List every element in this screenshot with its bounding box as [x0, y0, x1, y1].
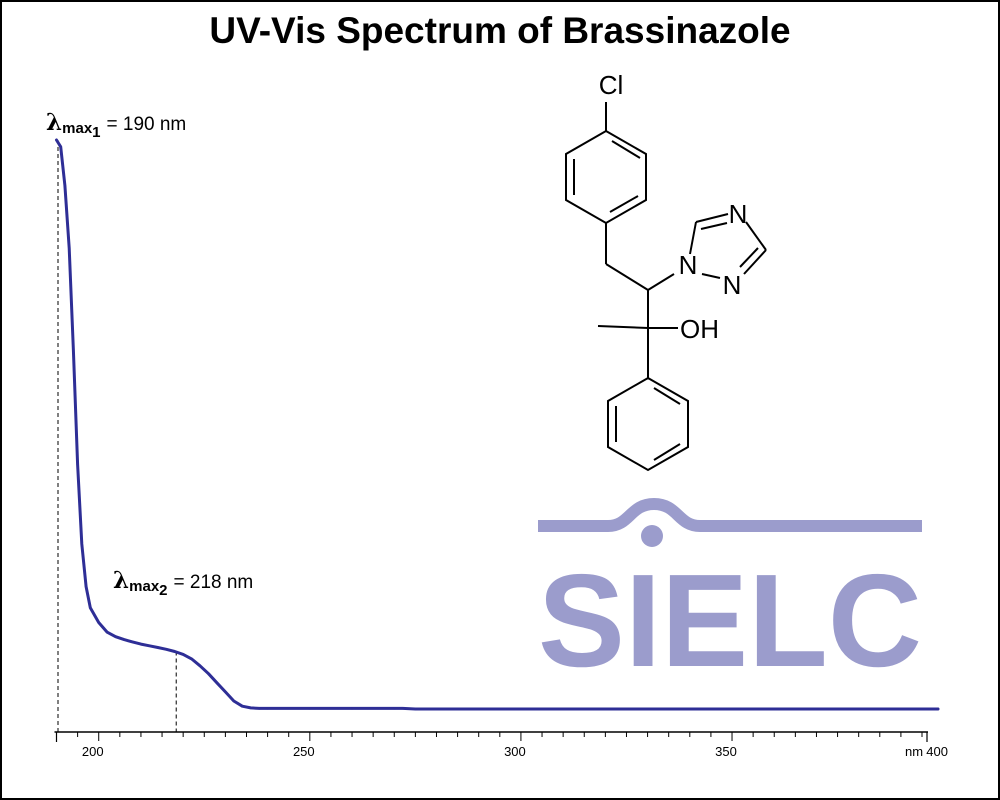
logo-dot: [641, 525, 663, 547]
nitrogen-atom: N: [679, 250, 698, 280]
peak-index: 2: [159, 582, 167, 599]
chart-title: UV-Vis Spectrum of Brassinazole: [209, 10, 791, 51]
triazole-bond: [695, 213, 729, 223]
data-point: [182, 653, 185, 656]
data-point: [122, 638, 126, 641]
data-point: [165, 648, 168, 651]
ring-double-bond: [609, 195, 639, 213]
data-point: [308, 707, 311, 710]
logo-swoosh: [538, 497, 922, 532]
data-point: [131, 640, 134, 644]
data-point: [224, 690, 227, 694]
data-point: [80, 542, 84, 546]
data-point: [258, 707, 261, 710]
triazole-bond: [745, 221, 767, 251]
data-point: [232, 699, 235, 703]
nitrogen-atom: N: [723, 270, 742, 300]
chlorophenyl-ring: [565, 129, 647, 225]
series-layer: [55, 138, 940, 711]
data-point: [68, 246, 71, 250]
data-point: [156, 646, 159, 649]
triazole-double-bond: [700, 222, 728, 230]
triazole-bond: [701, 273, 721, 279]
spectrum-line: [55, 138, 940, 711]
peak-subscript-label: max: [62, 120, 93, 137]
data-point: [249, 706, 252, 710]
data-point: [139, 642, 143, 646]
data-point: [190, 657, 193, 661]
bond: [647, 273, 675, 291]
data-point: [414, 707, 417, 711]
ring-double-bond: [611, 140, 641, 159]
data-point: [72, 349, 75, 352]
lambda-symbol: λ: [113, 567, 129, 594]
x-tick-label: 350: [715, 744, 737, 759]
x-tick-label: 300: [504, 744, 526, 759]
triazole-bond: [743, 249, 767, 275]
x-tick-label: 250: [293, 744, 315, 759]
peak-index: 1: [92, 124, 100, 141]
data-point: [84, 585, 88, 588]
data-point: [519, 707, 523, 711]
x-unit-label: nm: [905, 744, 923, 759]
atom-labels: Cl N N N OH: [599, 70, 748, 344]
nitrogen-atom: N: [729, 199, 748, 229]
data-point: [393, 707, 396, 710]
ring-double-bond: [653, 387, 681, 405]
data-point: [63, 184, 67, 187]
peak-value: = 190 nm: [107, 114, 187, 135]
data-point: [207, 672, 210, 675]
chlorine-atom: Cl: [599, 70, 624, 100]
peak-subscript-label: max: [129, 578, 160, 595]
triazole-bond: [689, 221, 697, 255]
sielc-logo: SIELC: [538, 497, 922, 694]
peak-label: λmax1 = 190 nm: [46, 109, 186, 141]
logo-text: SIELC: [538, 547, 922, 694]
hydroxyl-group: OH: [680, 314, 719, 344]
x-tick-label: 400: [926, 744, 948, 759]
phenyl-ring: [607, 376, 689, 472]
peak-label: λmax2 = 218 nm: [113, 567, 253, 599]
data-point: [148, 644, 151, 647]
x-axis: 200250300350400450500550nm: [54, 731, 948, 759]
triazole-double-bond: [739, 247, 759, 268]
data-point: [198, 664, 202, 667]
data-point: [241, 705, 244, 708]
data-point: [215, 681, 219, 684]
data-point: [266, 707, 269, 710]
data-point: [106, 631, 109, 634]
lambda-symbol: λ: [46, 109, 62, 136]
bond: [605, 263, 649, 291]
data-point: [350, 707, 354, 710]
data-point: [76, 463, 79, 466]
data-point: [59, 145, 62, 148]
data-point: [730, 707, 734, 711]
data-point: [114, 635, 117, 638]
data-point: [936, 707, 940, 711]
data-point: [97, 621, 100, 624]
data-point: [401, 707, 404, 710]
ring-double-bond: [653, 443, 681, 461]
brassinazole-structure: [565, 102, 767, 472]
peak-markers: [57, 140, 177, 732]
data-point: [173, 650, 176, 653]
data-point: [55, 138, 58, 142]
data-point: [89, 606, 92, 609]
x-tick-label: 200: [82, 744, 104, 759]
bond-methyl: [597, 325, 649, 329]
peak-value: = 218 nm: [174, 572, 254, 593]
